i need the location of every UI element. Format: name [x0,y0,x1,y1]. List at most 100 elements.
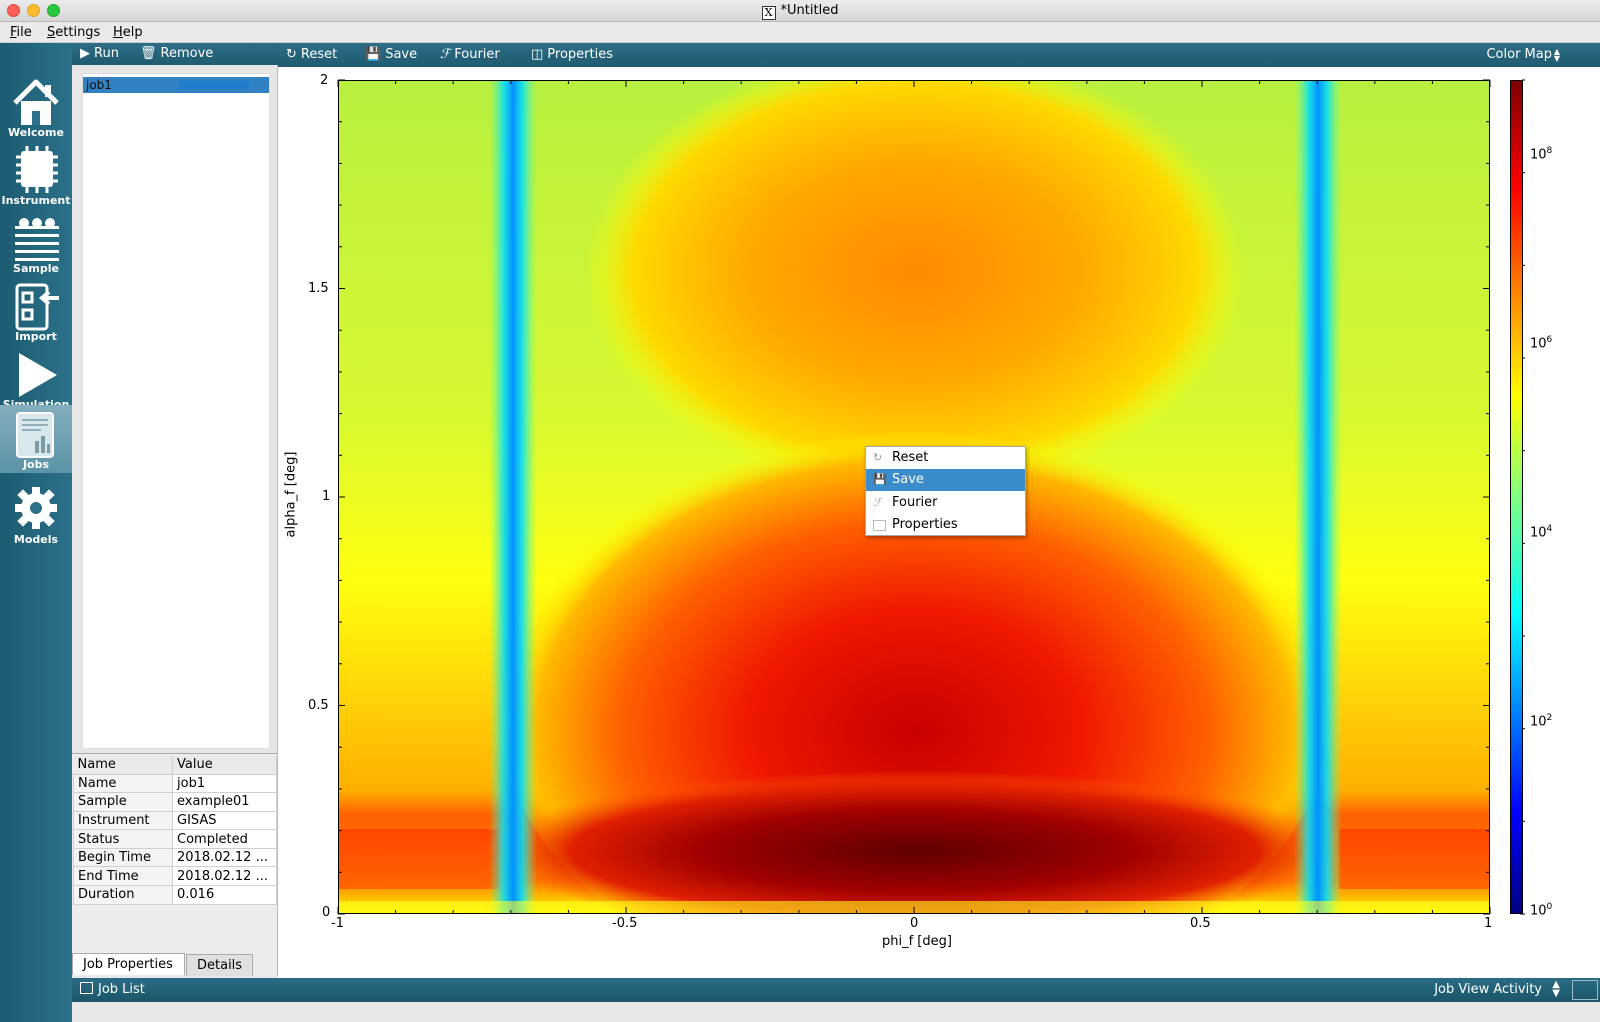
properties-button[interactable]: ◫ Properties [531,47,613,62]
trash-icon: 🗑 [140,46,157,61]
activity-label: Welcome [8,126,64,139]
x-tick-label: -0.5 [612,916,638,931]
menu-bar: File Settings Help [0,22,1600,43]
play-icon [19,353,57,397]
chip-icon [16,146,58,193]
tab-details[interactable]: Details [186,954,253,976]
job-view-activity-select[interactable]: Job View Activity [1434,982,1542,997]
activity-label: Models [13,533,59,546]
panel-toggle-icon [80,982,93,994]
title-bar: X *Untitled [0,0,1600,22]
heatmap-left-band [339,829,499,889]
reset-icon: ↻ [286,47,297,62]
y-tick-label: 2 [320,73,329,88]
y-tick-label: 0.5 [308,698,329,713]
column-header-value[interactable]: Value [172,756,277,775]
activity-instrument[interactable]: Instrument [0,141,72,209]
properties-panel-icon [873,520,886,531]
activity-jobs[interactable]: Jobs [0,405,72,473]
y-tick-label: 1 [322,489,331,504]
fourier-button[interactable]: ℱ Fourier [440,47,500,62]
heatmap-right-band [1339,829,1489,889]
column-header-name[interactable]: Name [73,756,173,775]
fourier-icon: ℱ [873,496,882,509]
y-axis-label: alpha_f [deg] [283,451,299,538]
heatmap-left-minimum-streak [489,81,537,913]
x-tick-label: -1 [331,916,344,931]
fourier-icon: ℱ [440,47,451,62]
run-button[interactable]: ▶ Run [80,46,119,61]
maximize-window-button[interactable] [47,4,60,17]
properties-panel-icon: ◫ [531,47,544,62]
table-row: End Time 2018.02.12 ... [73,866,277,887]
table-row: Duration 0.016 [73,885,277,905]
reset-icon: ↻ [873,451,883,464]
view-mode-select[interactable]: Color Map [1486,47,1552,62]
job-list: job1 [82,73,270,749]
context-menu-reset[interactable]: ↻ Reset [873,450,929,465]
home-icon [13,79,59,125]
sample-layers-icon [15,218,59,261]
window-title: *Untitled [780,3,839,18]
y-tick-label: 1.5 [308,281,329,296]
activity-label: Jobs [22,458,50,471]
activity-label: Sample [13,262,59,275]
job-list-toggle[interactable]: Job List [80,982,145,997]
context-menu-fourier[interactable]: ℱ Fourier [873,495,938,510]
job-list-toolbar: ▶ Run 🗑 Remove [72,43,278,65]
x-tick-label: 0.5 [1190,916,1211,931]
activity-simulation[interactable]: Simulation [0,345,72,413]
x-tick-label: 0 [910,916,919,931]
activity-import[interactable]: Import [0,277,72,345]
heatmap-top-lobe [585,81,1245,491]
jobs-chart-icon [16,412,54,458]
job-list-item[interactable]: job1 [83,77,269,93]
save-icon: 💾 [873,473,887,486]
job-list-panel: job1 [72,65,278,753]
dock-view-icon[interactable] [1572,980,1598,1000]
select-arrows-icon: ▲ ▼ [1552,979,1560,999]
select-arrows-icon: ▲ ▼ [1553,47,1560,63]
properties-table: Name Value Name job1 Sample example01 Inst… [73,756,277,905]
job-properties-panel: Name Value Name job1 Sample example01 Inst… [72,753,278,976]
save-button[interactable]: 💾 Save [365,47,418,62]
tab-job-properties[interactable]: Job Properties [72,953,185,975]
colorbar-tick-label: 102 [1530,713,1553,730]
reset-button[interactable]: ↻ Reset [286,47,338,62]
plot-context-menu: ↻ Reset 💾 Save ℱ Fourier Properties [865,446,1026,536]
save-icon: 💾 [365,47,382,62]
activity-welcome[interactable]: Welcome [0,73,72,141]
x-axis-label: phi_f [deg] [882,934,952,949]
table-row: Status Completed [73,829,277,849]
minimize-window-button[interactable] [27,4,40,17]
activity-label: Instrument [1,194,71,207]
activity-sidebar: Welcome Instrument Sample [0,43,72,1022]
colorbar [1510,80,1523,914]
remove-button[interactable]: 🗑 Remove [140,46,214,61]
heatmap-right-minimum-streak [1294,81,1342,913]
context-menu-properties[interactable]: Properties [866,514,1025,536]
menu-settings[interactable]: Settings [47,25,101,40]
table-row: Sample example01 [73,792,277,812]
status-bar: Job List Job View Activity ▲ ▼ [72,978,1600,1002]
activity-sample[interactable]: Sample [0,209,72,277]
activity-label: Import [15,330,57,343]
colorbar-tick-label: 108 [1530,146,1553,163]
colorbar-tick-label: 100 [1530,902,1553,919]
import-icon [15,283,59,331]
x11-logo-icon: X [761,6,776,20]
run-play-icon: ▶ [80,46,90,61]
x-tick-label: 1 [1484,916,1493,931]
activity-models[interactable]: Models [0,480,72,548]
plot-toolbar: ↻ Reset 💾 Save ℱ Fourier ◫ Properties Color … [278,43,1600,67]
colorbar-tick-label: 106 [1530,335,1553,352]
context-menu-save[interactable]: 💾 Save [866,469,1025,491]
close-window-button[interactable] [7,4,20,17]
heatmap-yoneda-band [485,771,1345,913]
job-progress-bar [179,81,249,89]
table-row: Instrument GISAS [73,810,277,831]
menu-help[interactable]: Help [113,25,143,40]
menu-file[interactable]: File [10,25,32,40]
y-tick-label: 0 [322,905,331,920]
gear-icon [15,487,57,529]
